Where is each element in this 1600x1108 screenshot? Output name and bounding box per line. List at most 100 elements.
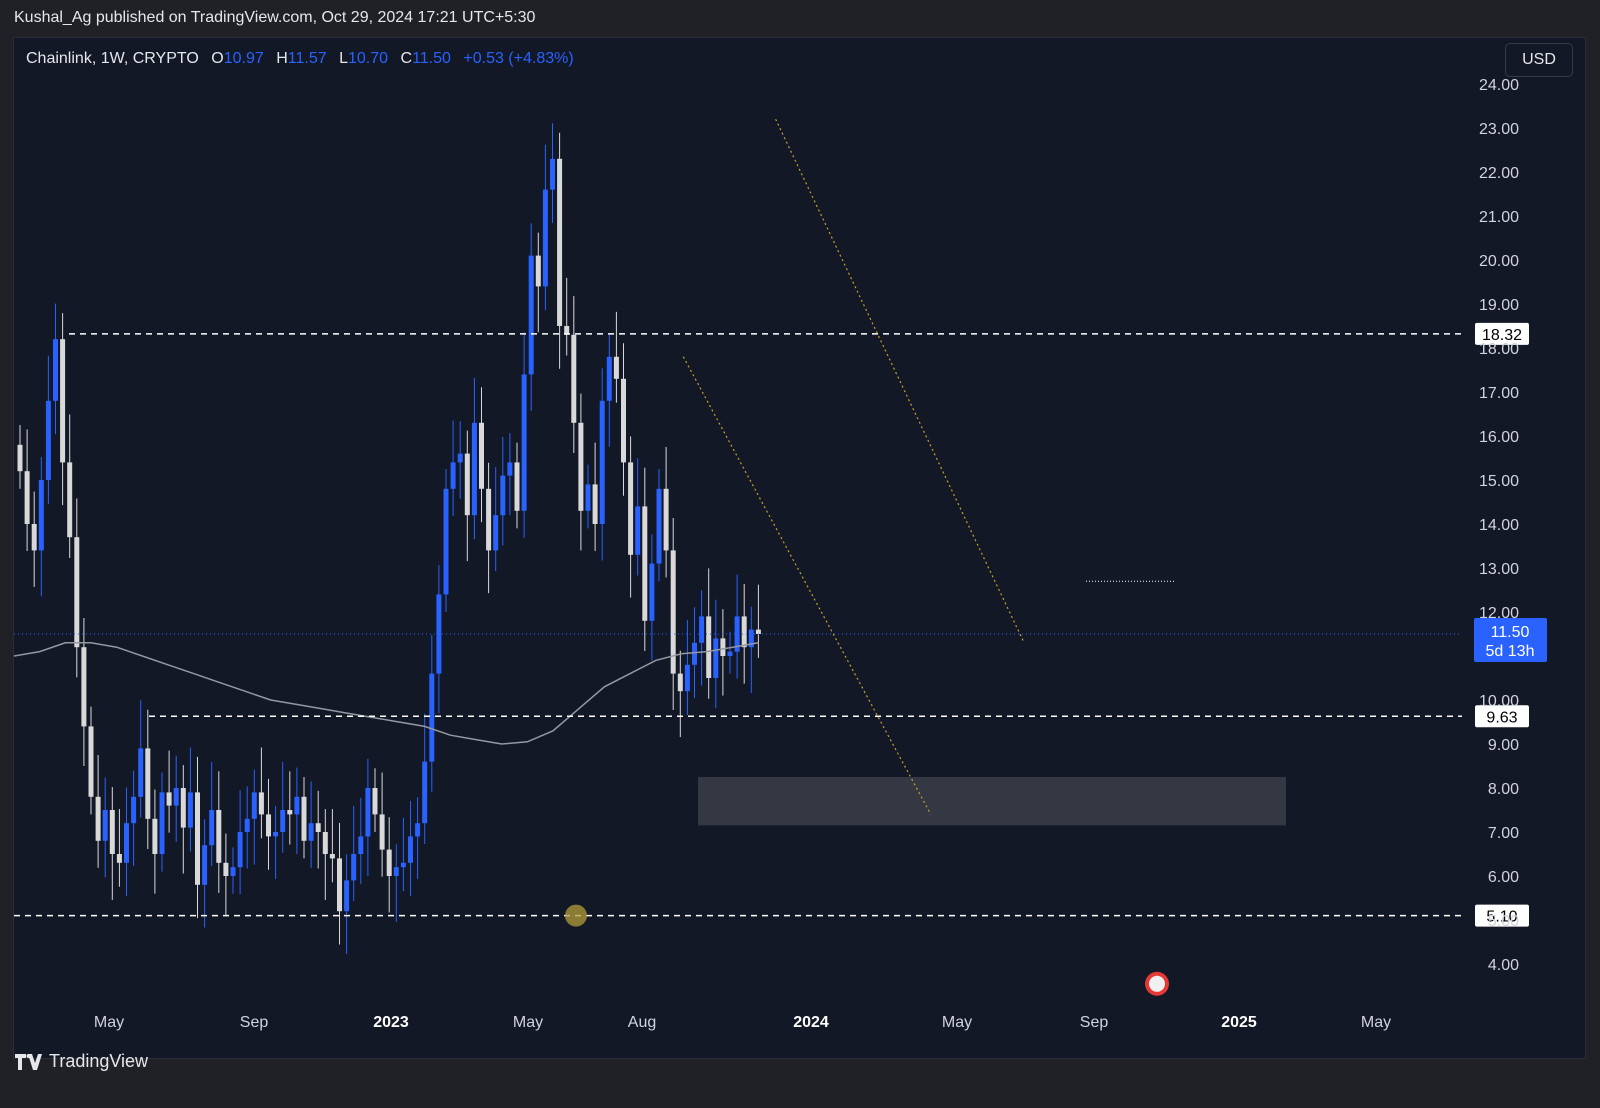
candle-body[interactable] — [273, 832, 279, 837]
candle-body[interactable] — [24, 471, 30, 524]
candle-body[interactable] — [684, 664, 690, 692]
candle-body[interactable] — [649, 563, 655, 621]
candle-body[interactable] — [152, 818, 158, 854]
candle-body[interactable] — [216, 810, 222, 863]
currency-button[interactable]: USD — [1505, 43, 1573, 77]
candle-body[interactable] — [95, 796, 101, 841]
candle-body[interactable] — [500, 475, 506, 516]
candle-body[interactable] — [116, 854, 122, 863]
candle-body[interactable] — [528, 255, 534, 375]
candle-body[interactable] — [429, 673, 435, 762]
candle-body[interactable] — [443, 488, 449, 595]
candle-body[interactable] — [258, 792, 264, 815]
candle-body[interactable] — [379, 814, 385, 850]
candle-body[interactable] — [670, 550, 676, 674]
symbol-name[interactable]: Chainlink, 1W, CRYPTO — [26, 50, 199, 67]
candle-body[interactable] — [542, 189, 548, 287]
candle-body[interactable] — [358, 836, 364, 854]
candle-body[interactable] — [422, 761, 428, 824]
candle-body[interactable] — [180, 788, 186, 828]
candle-body[interactable] — [351, 854, 357, 881]
candle-body[interactable] — [585, 484, 591, 511]
candle-body[interactable] — [692, 642, 697, 665]
candle-body[interactable] — [337, 858, 342, 912]
candle-body[interactable] — [88, 726, 94, 797]
chart-panel[interactable]: 18.32 9.63 5.10 4.00 5.00 6.00 7.00 8.00 9.00 10.… — [13, 37, 1586, 1059]
channel-upper-line[interactable] — [775, 118, 1025, 644]
candle-body[interactable] — [677, 673, 683, 692]
candle-body[interactable] — [386, 849, 392, 876]
candle-body[interactable] — [550, 158, 555, 190]
candle-body[interactable] — [280, 810, 286, 832]
candle-body[interactable] — [493, 515, 499, 551]
candle-body[interactable] — [287, 810, 293, 815]
demand-zone[interactable] — [698, 777, 1286, 826]
tradingview-logo[interactable]: TradingView — [15, 1051, 148, 1072]
candle-body[interactable] — [486, 488, 492, 551]
candle-body[interactable] — [109, 810, 115, 854]
candle-body[interactable] — [301, 796, 307, 841]
low-marker-dot[interactable] — [565, 904, 587, 927]
candle-body[interactable] — [308, 823, 314, 841]
candle-body[interactable] — [67, 462, 73, 538]
candle-body[interactable] — [514, 462, 520, 511]
candle-body[interactable] — [628, 462, 634, 555]
candle-body[interactable] — [656, 488, 662, 564]
candle-body[interactable] — [45, 400, 51, 480]
candle-body[interactable] — [734, 616, 740, 652]
candle-body[interactable] — [223, 862, 229, 876]
candle-body[interactable] — [606, 356, 612, 401]
candle-body[interactable] — [457, 453, 463, 463]
candle-body[interactable] — [344, 880, 350, 912]
candle-body[interactable] — [251, 792, 257, 819]
candle-body[interactable] — [415, 823, 421, 837]
candle-body[interactable] — [720, 638, 726, 656]
moving-average-line[interactable] — [14, 642, 759, 745]
level-price-tag[interactable] — [1475, 322, 1529, 345]
candle-body[interactable] — [131, 796, 137, 824]
candle-body[interactable] — [60, 339, 66, 463]
candle-body[interactable] — [400, 862, 406, 868]
candle-body[interactable] — [535, 255, 541, 287]
candle-body[interactable] — [322, 832, 328, 854]
candle-body[interactable] — [187, 792, 193, 828]
candle-body[interactable] — [159, 792, 165, 854]
candle-body[interactable] — [521, 374, 527, 511]
candle-body[interactable] — [450, 462, 456, 489]
candle-body[interactable] — [713, 638, 719, 678]
candle-body[interactable] — [372, 788, 378, 815]
candle-body[interactable] — [173, 788, 179, 806]
last-price-tag[interactable] — [1474, 618, 1547, 662]
candle-body[interactable] — [81, 647, 87, 727]
candle-body[interactable] — [557, 158, 563, 326]
candle-body[interactable] — [166, 792, 172, 806]
candle-body[interactable] — [621, 378, 626, 463]
candle-body[interactable] — [237, 832, 243, 868]
candle-body[interactable] — [599, 400, 605, 524]
level-price-tag[interactable] — [1475, 705, 1529, 728]
price-axis-area[interactable] — [1462, 38, 1586, 1059]
candle-body[interactable] — [699, 616, 705, 643]
candle-body[interactable] — [755, 629, 761, 634]
channel-lower-line[interactable] — [682, 356, 932, 815]
candle-body[interactable] — [741, 616, 747, 648]
candle-body[interactable] — [124, 823, 129, 863]
candle-body[interactable] — [365, 788, 371, 837]
candle-body[interactable] — [102, 810, 108, 841]
candle-body[interactable] — [38, 480, 44, 551]
candle-body[interactable] — [315, 823, 321, 832]
candle-body[interactable] — [294, 796, 300, 815]
candle-body[interactable] — [138, 748, 144, 797]
candle-body[interactable] — [393, 867, 399, 876]
candle-body[interactable] — [408, 836, 413, 863]
candle-body[interactable] — [209, 810, 215, 846]
candle-body[interactable] — [727, 651, 733, 656]
candle-body[interactable] — [706, 616, 712, 678]
candle-body[interactable] — [17, 444, 23, 472]
candle-body[interactable] — [145, 748, 151, 819]
candle-body[interactable] — [578, 422, 584, 511]
candle-body[interactable] — [464, 453, 470, 516]
candle-body[interactable] — [329, 854, 335, 859]
candle-body[interactable] — [748, 629, 754, 648]
candle-body[interactable] — [592, 484, 598, 524]
